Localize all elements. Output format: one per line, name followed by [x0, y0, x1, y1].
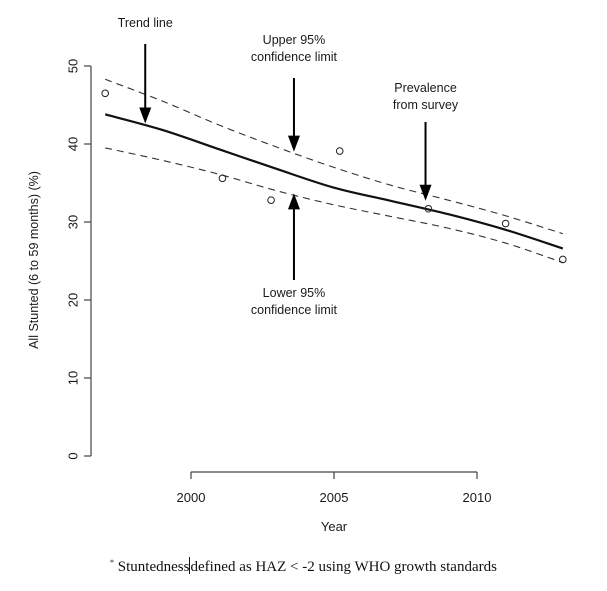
lower-95-confidence-limit-line [105, 147, 563, 264]
annotation-trend: Trend line [118, 16, 173, 124]
y-tick-label: 30 [66, 215, 81, 229]
annotations: Trend line Upper 95% confidence limit Preva… [118, 16, 459, 317]
survey-point [335, 147, 344, 155]
arrow-head-icon [287, 193, 300, 210]
x-axis-label: Year [321, 519, 348, 534]
annotation-label: confidence limit [251, 50, 338, 64]
y-tick-label: 20 [66, 293, 81, 307]
survey-point [267, 196, 275, 204]
annotation-prevalence: Prevalence from survey [393, 81, 459, 201]
y-tick-label: 10 [66, 371, 81, 385]
footnote-text-end: defined as HAZ < -2 using WHO growth sta… [190, 559, 497, 575]
text-cursor [189, 557, 191, 574]
upper-95-confidence-limit-line [105, 78, 563, 235]
annotation-label: confidence limit [251, 303, 338, 317]
survey-point [501, 219, 510, 228]
series-layer [104, 78, 564, 264]
survey-point [218, 174, 227, 183]
footnote-text-start: Stuntedness [117, 559, 190, 575]
annotation-upper: Upper 95% confidence limit [251, 33, 338, 152]
footnote: * Stuntednessdefined as HAZ < -2 using W… [0, 557, 607, 576]
trend-line-line [104, 113, 564, 250]
x-axis: 2000 2005 2010 [177, 471, 492, 505]
annotation-label: Prevalence [394, 81, 457, 95]
survey-point [101, 89, 109, 98]
arrow-head-icon [419, 184, 432, 201]
y-tick-label: 40 [66, 137, 81, 151]
survey-points [101, 89, 567, 264]
survey-point [559, 255, 567, 264]
annotation-label: Lower 95% [263, 286, 326, 300]
arrow-head-icon [139, 107, 152, 124]
annotation-lower: Lower 95% confidence limit [251, 193, 338, 317]
arrow-head-icon [287, 135, 300, 152]
stunting-trend-chart: 0 10 20 30 40 50 2000 2005 2010 All Stunted (6 … [27, 16, 567, 534]
y-tick-label: 0 [66, 452, 81, 459]
annotation-label: Upper 95% [263, 33, 326, 47]
footnote-marker: * [110, 558, 115, 567]
x-tick-label: 2010 [463, 490, 492, 505]
annotation-label: from survey [393, 98, 459, 112]
x-tick-label: 2000 [177, 490, 206, 505]
survey-point [424, 204, 433, 213]
y-tick-label: 50 [66, 59, 81, 73]
y-axis: 0 10 20 30 40 50 [66, 59, 92, 460]
x-tick-label: 2005 [320, 490, 349, 505]
annotation-label: Trend line [118, 16, 173, 30]
y-axis-label: All Stunted (6 to 59 months) (%) [27, 171, 41, 349]
